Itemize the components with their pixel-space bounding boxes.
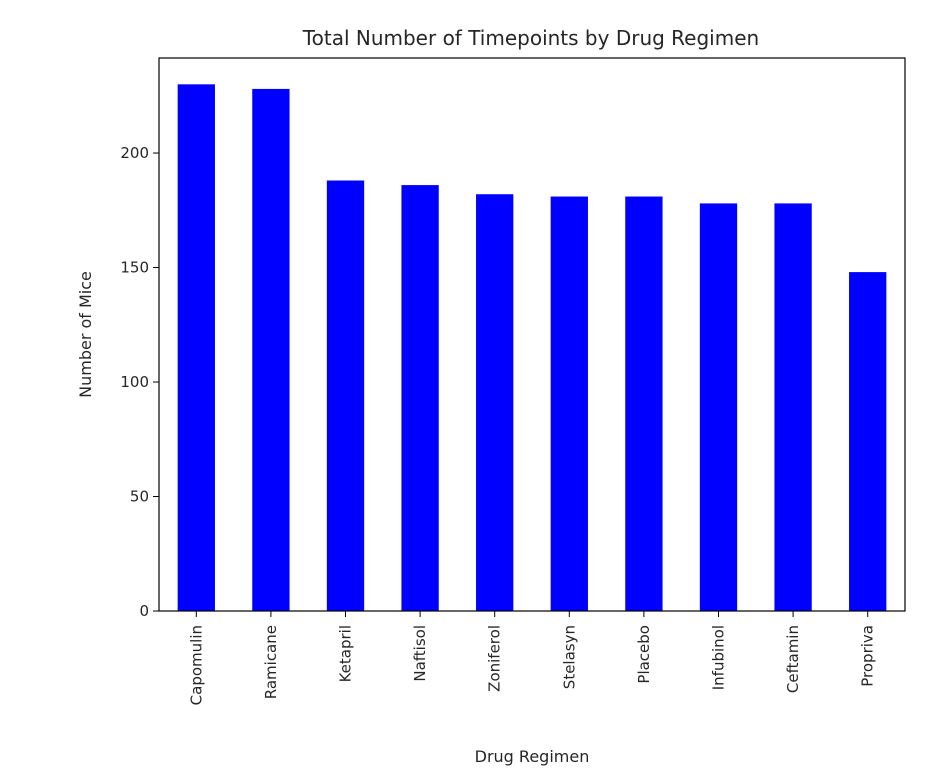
y-tick-label: 150 — [120, 259, 149, 277]
bar-propriva — [849, 272, 887, 611]
x-tick-label: Ceftamin — [784, 625, 802, 693]
bar-zoniferol — [476, 194, 514, 611]
bars-group — [177, 84, 887, 612]
x-tick-label: Naftisol — [411, 625, 429, 682]
x-tick-label: Ketapril — [337, 625, 355, 682]
y-tick-label: 50 — [130, 488, 149, 506]
x-axis: Capomulin Ramicane Ketapril Naftisol Zonifer… — [187, 611, 877, 705]
chart-title: Total Number of Timepoints by Drug Regim… — [302, 26, 759, 50]
x-tick-label: Zoniferol — [486, 625, 504, 692]
x-tick-label: Propriva — [859, 625, 877, 687]
bar-capomulin — [177, 84, 215, 612]
bar-ketapril — [326, 180, 365, 611]
plot-frame — [158, 57, 906, 612]
y-tick-label: 200 — [120, 144, 149, 162]
x-axis-label: Drug Regimen — [475, 747, 590, 766]
y-tick-label: 100 — [120, 373, 149, 391]
bar-ramicane — [252, 88, 290, 612]
y-axis: 0 50 100 150 200 — [120, 144, 159, 620]
y-axis-label: Number of Mice — [76, 271, 95, 398]
bar-ceftamin — [774, 203, 812, 611]
bar-placebo — [625, 196, 663, 611]
x-tick-label: Infubinol — [710, 625, 728, 690]
x-tick-label: Stelasyn — [560, 625, 578, 689]
y-tick-label: 0 — [139, 602, 149, 620]
bar-naftisol — [401, 185, 439, 611]
x-tick-label: Capomulin — [187, 625, 205, 705]
bar-infubinol — [699, 203, 738, 611]
x-tick-label: Placebo — [635, 625, 653, 684]
bar-stelasyn — [550, 196, 588, 611]
x-tick-label: Ramicane — [262, 625, 280, 699]
